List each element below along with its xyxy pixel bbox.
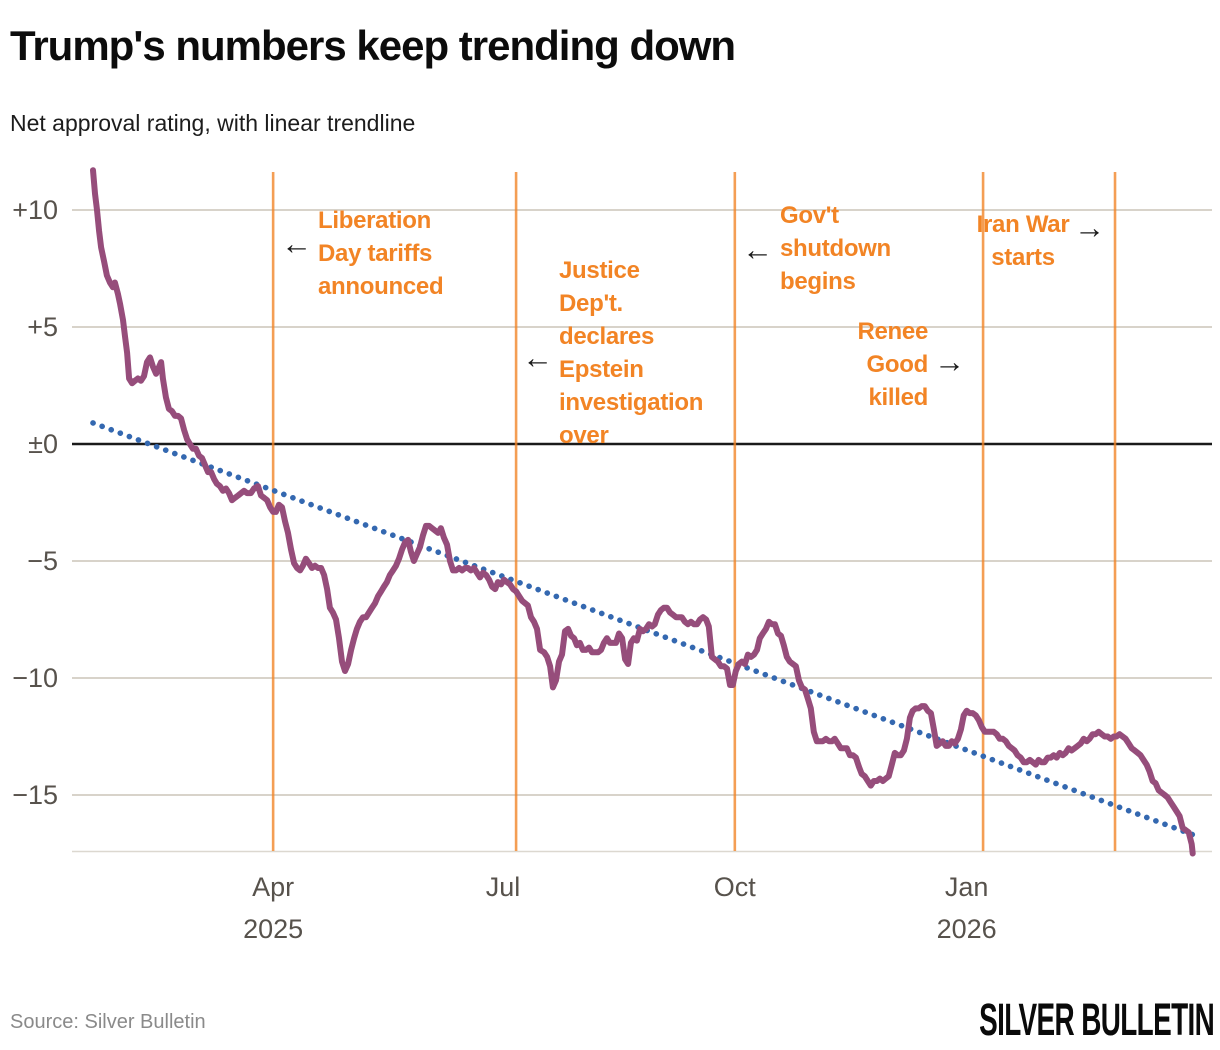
trendline	[90, 420, 1196, 838]
approval-line	[90, 167, 1196, 857]
source-credit: Source: Silver Bulletin	[10, 1011, 206, 1033]
chart-subtitle: Net approval rating, with linear trendli…	[10, 110, 416, 136]
page-title: Trump's numbers keep trending down	[10, 22, 736, 69]
silver-bulletin-logo: SILVER BULLETIN	[978, 994, 1215, 1045]
